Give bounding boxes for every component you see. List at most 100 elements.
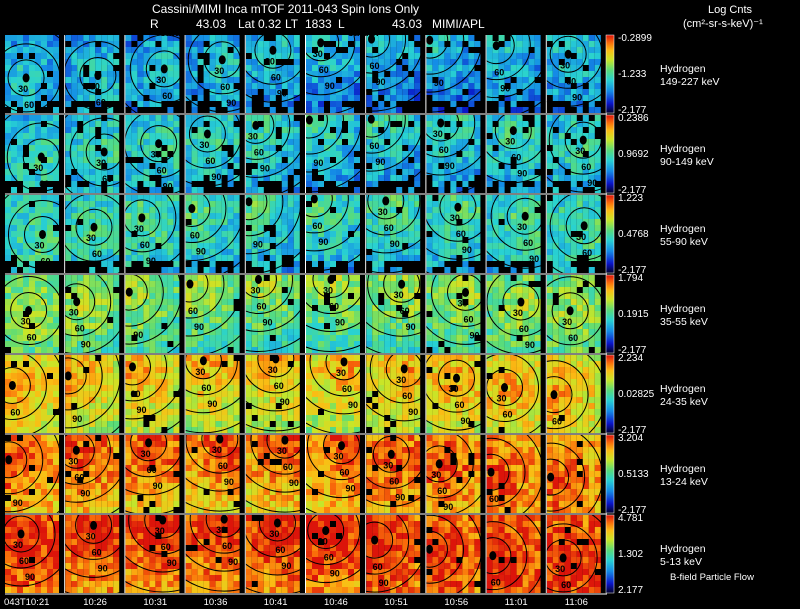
panel-r7-c3: 30 60 90 <box>125 515 185 593</box>
contour-label: 90 <box>376 77 386 87</box>
contour-label: 30 <box>396 375 406 385</box>
contour-label: 90 <box>281 561 291 571</box>
time-tick-label: 10:56 <box>444 597 469 608</box>
time-tick-label: 10:41 <box>263 597 288 608</box>
colorbar-max-label: 0.2386 <box>618 113 649 124</box>
panel-r3-c9: 30 60 90 <box>486 195 546 273</box>
contour-label: 30 <box>268 365 278 375</box>
colorbar-mid-label: 0.9692 <box>618 149 649 160</box>
contour-label: 60 <box>373 562 383 572</box>
contour-label: 30 <box>151 150 161 160</box>
contour-label: 60 <box>369 141 379 151</box>
contour-label: 30 <box>68 456 78 466</box>
contour-label: 60 <box>568 333 578 343</box>
contour-label: 60 <box>566 76 576 86</box>
contour-label: 90 <box>470 330 480 340</box>
contour-label: 30 <box>323 286 333 296</box>
contour-label: 60 <box>74 472 84 482</box>
contour-label: 90 <box>133 330 143 340</box>
contour-label: 90 <box>224 477 234 487</box>
panel-r1-c3: 30 60 <box>125 35 185 113</box>
panel-r1-c1: 30 60 <box>5 35 65 113</box>
colorbar-min-label: -2.177 <box>618 105 647 116</box>
contour-label: 60 <box>201 383 211 393</box>
panel-r6-c3: 30 60 90 <box>125 435 185 513</box>
contour-label: 30 <box>433 129 443 139</box>
colorbar-mid-label: 0.4768 <box>618 229 649 240</box>
contour-label: 90 <box>80 488 90 498</box>
row-species-label: Hydrogen <box>660 383 706 395</box>
panel-r3-c3: 30 60 90 <box>125 195 185 273</box>
contour-label: 60 <box>92 547 102 557</box>
contour-label: 60 <box>489 494 499 504</box>
contour-label: 30 <box>336 368 346 378</box>
contour-label: 60 <box>27 333 37 343</box>
panel-r5-c7: 30 60 90 <box>366 355 426 433</box>
colorbar-min-label: -2.177 <box>618 505 647 516</box>
panel-r3-c7: 30 60 90 <box>366 195 426 273</box>
panel-r6-c9: 60 <box>486 435 546 513</box>
org-label: MIMI/APL <box>432 17 485 31</box>
contour-label: 90 <box>408 407 418 417</box>
contour-label: 30 <box>199 140 209 150</box>
contour-label: 30 <box>313 49 323 59</box>
panel-r1-c2: 30 60 <box>65 35 125 113</box>
panel-r1-c8: 90 <box>426 35 486 113</box>
panel-r5-c1: 60 <box>5 355 65 433</box>
contour-label: 60 <box>40 256 50 266</box>
contour-label: 90 <box>13 498 23 508</box>
contour-label: 30 <box>96 158 106 168</box>
contour-label: 90 <box>137 405 147 415</box>
lat-value: 0.32 <box>258 17 282 31</box>
panel-r2-c6: 90 <box>306 115 366 193</box>
panel-r4-c4: 60 90 <box>185 275 245 353</box>
panel-r6-c2: 30 60 90 <box>65 435 125 513</box>
contour-label: 30 <box>250 285 260 295</box>
colorbar-min-label: -2.177 <box>618 345 647 356</box>
contour-label: 30 <box>560 60 570 70</box>
time-tick-label: 11:06 <box>564 597 588 608</box>
panel-r5-c6: 30 60 90 <box>306 355 366 433</box>
contour-label: 60 <box>503 410 513 420</box>
colorbar-min-label: -2.177 <box>618 425 647 436</box>
panel-r7-c10: 30 60 <box>546 515 606 593</box>
r-label: R <box>150 17 159 31</box>
contour-label: 90 <box>335 318 345 328</box>
contour-label: 90 <box>194 322 204 332</box>
contour-label: 90 <box>81 340 91 350</box>
contour-label: 60 <box>389 476 399 486</box>
panel-r5-c9: 30 60 <box>486 355 546 433</box>
contour-label: 60 <box>439 145 449 155</box>
contour-label: 60 <box>312 221 322 231</box>
contour-label: 60 <box>271 72 281 82</box>
contour-label: 30 <box>458 298 468 308</box>
colorbar-max-label: 2.234 <box>618 353 644 364</box>
row-energy-label: 5-13 keV <box>660 556 703 568</box>
panel-r2-c8: 30 60 90 <box>426 115 486 193</box>
contour-label: 90 <box>163 182 173 192</box>
contour-label: 90 <box>330 569 340 579</box>
colorbar-6 <box>605 434 615 514</box>
panel-r7-c7: 60 90 <box>366 515 426 593</box>
panel-r6-c4: 30 60 90 <box>185 435 245 513</box>
time-tick-label: 10:46 <box>324 597 348 608</box>
contour-label: 60 <box>342 384 352 394</box>
colorbar-min-label: -2.177 <box>618 265 647 276</box>
row-energy-label: 149-227 keV <box>660 76 720 88</box>
l-value: 43.03 <box>392 17 423 31</box>
contour-label: 30 <box>155 526 165 536</box>
contour-label: 60 <box>283 462 293 472</box>
row-species-label: Hydrogen <box>660 303 706 315</box>
panel-r3-c1: 30 60 <box>5 195 65 273</box>
contour-label: 60 <box>339 468 349 478</box>
contour-label: 30 <box>33 163 43 173</box>
contour-label: 30 <box>248 131 258 141</box>
colorbar-min-label: 2.177 <box>618 585 644 596</box>
panel-r1-c9: 60 90 <box>486 35 546 113</box>
panel-r4-c2: 30 60 90 <box>65 275 125 353</box>
contour-label: 30 <box>141 449 151 459</box>
contour-label: 60 <box>400 306 410 316</box>
energy-row-2: 3060306030609030609030609090609030609030… <box>5 115 607 195</box>
contour-label: 60 <box>370 61 380 71</box>
